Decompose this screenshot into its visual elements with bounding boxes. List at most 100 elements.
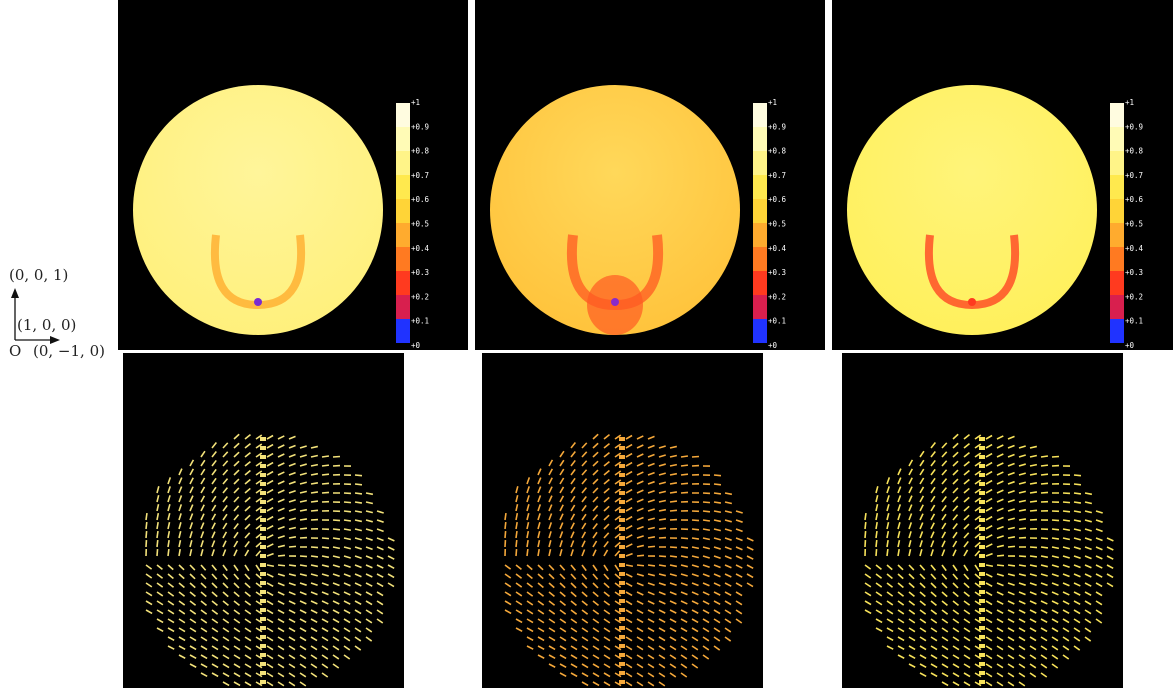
vector-glyph	[200, 564, 207, 571]
vector-glyph	[1095, 564, 1103, 569]
vector-glyph	[941, 495, 947, 503]
vector-glyph	[1018, 527, 1027, 530]
vector-glyph	[919, 468, 925, 476]
vector-glyph	[952, 582, 959, 589]
vector-glyph	[277, 544, 286, 548]
vector-glyph	[919, 582, 926, 589]
vector-glyph	[691, 654, 699, 660]
vector-glyph	[1007, 480, 1015, 485]
vector-glyph	[1018, 627, 1026, 633]
vector-glyph	[908, 654, 916, 660]
vector-glyph	[1084, 528, 1092, 532]
vector-glyph	[343, 627, 351, 633]
vector-glyph	[625, 443, 633, 449]
vector-glyph	[260, 518, 266, 522]
vector-glyph	[321, 636, 329, 642]
vector-glyph	[354, 636, 362, 642]
vector-glyph	[277, 535, 285, 539]
colorbar-swatch	[396, 175, 410, 199]
vector-glyph	[592, 600, 600, 606]
vector-glyph	[376, 528, 384, 533]
vector-glyph	[963, 549, 969, 557]
vector-glyph	[886, 645, 894, 650]
vector-glyph	[1106, 537, 1114, 542]
vector-glyph	[930, 442, 937, 449]
vector-glyph	[189, 645, 197, 651]
vector-glyph	[1007, 636, 1015, 642]
vector-glyph	[985, 582, 993, 588]
vector-glyph	[156, 495, 160, 503]
vector-glyph	[592, 627, 600, 633]
colorbar-tick-label: +0.8	[411, 147, 430, 156]
vector-glyph	[658, 573, 666, 577]
vector-glyph	[941, 442, 948, 449]
vector-glyph	[581, 618, 589, 624]
vector-glyph	[974, 591, 982, 597]
vector-glyph	[288, 591, 296, 596]
vector-glyph	[255, 524, 263, 530]
vector-glyph	[1007, 654, 1015, 660]
vector-glyph	[559, 504, 564, 512]
vector-glyph	[559, 531, 564, 539]
vector-glyph	[930, 609, 938, 615]
vector-glyph	[211, 636, 219, 642]
vector-glyph	[1007, 444, 1015, 449]
vector-glyph	[156, 600, 164, 606]
vector-glyph	[266, 524, 274, 530]
vector-glyph	[365, 528, 373, 532]
vector-glyph	[156, 486, 160, 494]
vector-glyph	[1062, 645, 1070, 651]
vector-glyph	[570, 459, 576, 467]
vector-glyph	[310, 654, 318, 660]
vector-glyph	[515, 521, 518, 530]
vector-glyph	[277, 564, 286, 567]
vector-glyph	[354, 600, 362, 606]
vector-glyph	[244, 434, 251, 440]
vector-glyph	[167, 539, 170, 548]
vector-glyph	[266, 543, 274, 548]
vector-glyph	[189, 609, 197, 615]
vector-glyph	[647, 627, 655, 633]
vector-glyph	[897, 477, 902, 485]
vector-glyph	[1084, 609, 1092, 615]
vector-glyph	[211, 513, 217, 521]
vector-glyph	[244, 496, 251, 503]
vector-glyph	[974, 645, 982, 651]
colorbar-swatch	[753, 151, 767, 175]
vector-glyph	[365, 591, 373, 597]
vector-glyph	[1018, 591, 1026, 596]
vector-glyph	[996, 672, 1004, 678]
vector-glyph	[266, 681, 274, 687]
vector-glyph	[189, 468, 195, 476]
vector-glyph	[548, 486, 553, 494]
vector-glyph	[299, 518, 308, 521]
vector-glyph	[1040, 537, 1049, 540]
vector-glyph	[979, 527, 985, 531]
vector-glyph	[619, 581, 625, 585]
vector-glyph	[1029, 654, 1037, 660]
vector-glyph	[985, 497, 993, 503]
vector-glyph	[233, 654, 241, 660]
vector-glyph	[244, 627, 252, 633]
vector-glyph	[277, 600, 285, 605]
vector-glyph	[592, 549, 597, 557]
vector-glyph	[619, 536, 625, 540]
vector-glyph	[897, 582, 904, 589]
vector-glyph	[1029, 672, 1037, 678]
vector-glyph	[1051, 654, 1059, 660]
colorbar-tick-label: +0.4	[411, 244, 430, 253]
axes-arrows	[11, 288, 60, 344]
vector-glyph	[1051, 546, 1060, 550]
vector-glyph	[864, 591, 872, 597]
vector-glyph	[1051, 591, 1059, 596]
vector-glyph	[376, 564, 384, 569]
vector-glyph	[233, 505, 240, 512]
vector-glyph	[1051, 519, 1060, 522]
vector-glyph	[919, 531, 924, 539]
vector-glyph	[713, 636, 721, 642]
vector-glyph	[266, 609, 274, 615]
vector-glyph	[255, 654, 263, 660]
vector-glyph	[680, 636, 688, 642]
vector-glyph	[515, 582, 523, 588]
vector-glyph	[222, 591, 229, 598]
